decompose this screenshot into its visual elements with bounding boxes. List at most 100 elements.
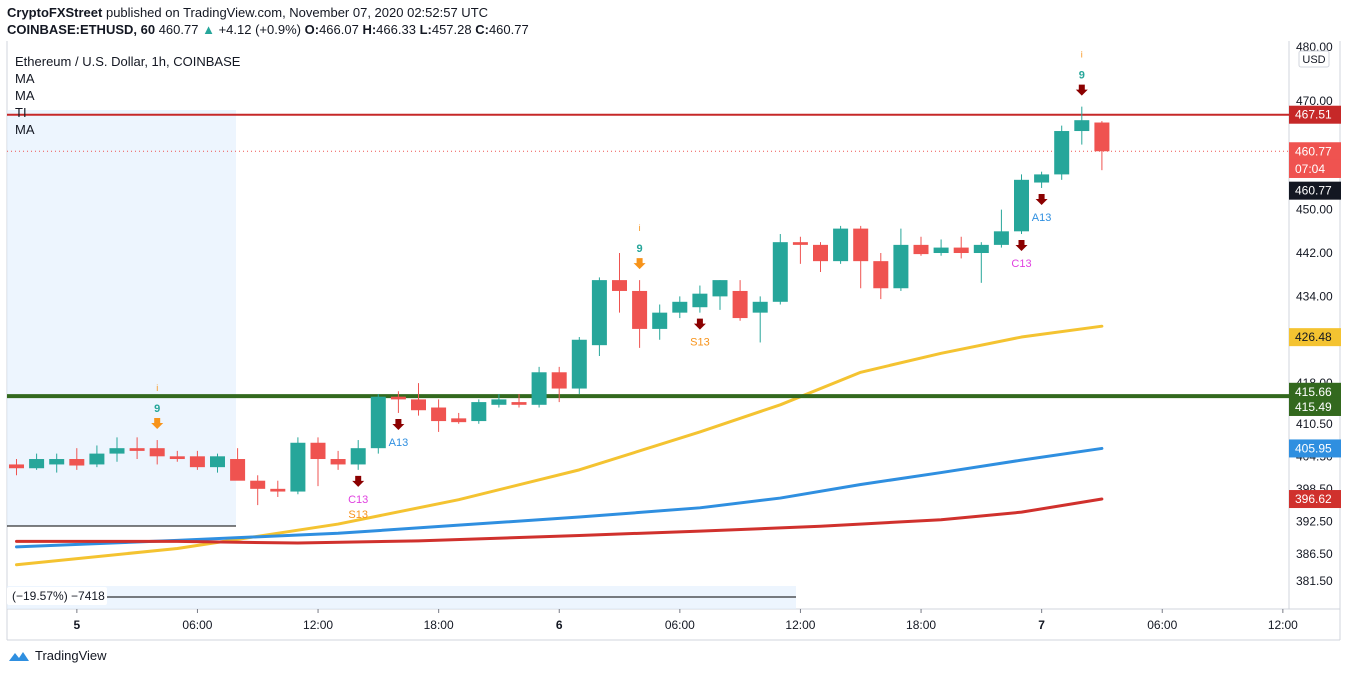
- time-axis-tick: 06:00: [1147, 618, 1177, 632]
- candle-body: [89, 453, 105, 465]
- signal-down-arrow-icon: [1075, 84, 1088, 96]
- candle-body: [813, 244, 828, 262]
- signal-down-arrow-icon: [352, 475, 365, 487]
- signal-down-arrow-icon: [633, 258, 646, 270]
- price-change: +4.12 (+0.9%): [218, 22, 301, 37]
- signal-down-arrow-icon: [151, 418, 164, 430]
- up-triangle-icon: ▲: [202, 22, 215, 37]
- candle-body: [1014, 179, 1029, 232]
- candle-body: [189, 456, 205, 468]
- signal-label: C13: [1011, 258, 1031, 270]
- candle-body: [431, 407, 447, 422]
- time-axis-tick: 18:00: [424, 618, 454, 632]
- candle-body: [1094, 122, 1110, 152]
- candle-body: [1034, 174, 1050, 183]
- close-label: C:: [475, 22, 489, 37]
- low-value: 457.28: [431, 22, 472, 37]
- candle-body: [732, 290, 748, 319]
- resistance-price-tag: 467.51: [1295, 108, 1332, 122]
- measure-label-bg: [7, 587, 107, 605]
- time-axis-tick: 12:00: [1268, 618, 1298, 632]
- legend-ma-1[interactable]: MA: [15, 71, 35, 86]
- candle-body: [390, 396, 406, 400]
- close-value: 460.77: [488, 22, 529, 37]
- legend-ma-3[interactable]: MA: [15, 122, 35, 137]
- candle-body: [873, 261, 889, 289]
- moving-average-line-2: [15, 446, 1104, 549]
- candle-body: [913, 244, 929, 255]
- support-price-tag-2: 415.49: [1295, 400, 1332, 414]
- tradingview-logo-icon: [9, 651, 29, 661]
- candle-body: [129, 448, 145, 451]
- candle-body: [49, 459, 65, 465]
- candle-body: [169, 456, 185, 460]
- candle-body: [511, 402, 527, 405]
- signal-label: 9: [637, 243, 643, 255]
- candle-body: [310, 442, 326, 460]
- signal-label: A13: [389, 437, 409, 449]
- time-axis-tick: 12:00: [303, 618, 333, 632]
- price-axis-tick: 381.50: [1296, 574, 1333, 588]
- candle-body: [792, 242, 808, 245]
- signal-down-arrow-icon: [693, 318, 706, 330]
- signal-label: 9: [1079, 70, 1085, 82]
- time-axis-tick: 7: [1038, 618, 1045, 632]
- signal-down-arrow-icon: [1015, 240, 1028, 252]
- ma-red-price-tag: 396.62: [1295, 492, 1332, 506]
- signal-label: 9: [154, 403, 160, 415]
- candle-body: [531, 372, 547, 405]
- ma-blue-price-tag: 405.95: [1295, 441, 1332, 455]
- candle-body: [210, 456, 225, 468]
- candle-body: [591, 280, 607, 346]
- candle-body: [29, 459, 45, 469]
- ohlc-line: COINBASE:ETHUSD, 60 460.77 ▲ +4.12 (+0.9…: [7, 22, 529, 37]
- support-price-tag-2-bg: [1289, 397, 1341, 416]
- support-price-tag-1-bg: [1289, 382, 1341, 401]
- publish-line: CryptoFXStreet published on TradingView.…: [7, 5, 488, 20]
- price-axis-tick: 470.00: [1296, 94, 1333, 108]
- candle-body: [933, 247, 949, 254]
- price-axis-tick: 386.50: [1296, 547, 1333, 561]
- candle-body: [973, 244, 989, 254]
- candle-body: [69, 459, 85, 466]
- tradingview-brand[interactable]: TradingView: [8, 648, 107, 663]
- time-axis-tick: 5: [74, 618, 81, 632]
- candle-body: [451, 418, 467, 423]
- open-value: 466.07: [319, 22, 359, 37]
- candle-body: [632, 290, 648, 329]
- candle-body: [1054, 131, 1070, 175]
- candle-body: [692, 293, 708, 308]
- candle-body: [290, 442, 306, 492]
- legend-ti[interactable]: TI: [15, 105, 27, 120]
- candle-body: [752, 301, 768, 313]
- resistance-price-tag-bg: [1289, 105, 1341, 124]
- close-price-tag-bg: [1289, 181, 1341, 200]
- candle-body: [1074, 120, 1090, 132]
- candle-body: [833, 228, 849, 262]
- signal-label: C13: [348, 494, 368, 506]
- signal-marker: i: [639, 223, 641, 233]
- moving-average-line-1: [15, 324, 1104, 567]
- legend-ma-2[interactable]: MA: [15, 88, 35, 103]
- candle-body: [230, 459, 246, 481]
- candle-body: [330, 459, 346, 465]
- price-axis-tick: 410.50: [1296, 417, 1333, 431]
- price-axis-tick: 450.00: [1296, 203, 1333, 217]
- countdown-tag-bg: [1289, 159, 1341, 178]
- candle-body: [149, 448, 165, 457]
- time-axis-tick: 06:00: [182, 618, 212, 632]
- candle-body: [370, 396, 386, 449]
- ma-red-price-tag-bg: [1289, 490, 1341, 509]
- currency-label: USD: [1302, 54, 1325, 66]
- low-label: L:: [419, 22, 432, 37]
- high-label: H:: [362, 22, 377, 37]
- candle-body: [250, 480, 266, 489]
- symbol-label: COINBASE:ETHUSD, 60: [7, 22, 156, 37]
- candle-body: [672, 301, 688, 313]
- candle-body: [612, 280, 627, 291]
- candle-body: [993, 231, 1009, 245]
- candle-body: [350, 448, 366, 465]
- candle-body: [652, 312, 668, 329]
- legend-title: Ethereum / U.S. Dollar, 1h, COINBASE: [15, 54, 241, 69]
